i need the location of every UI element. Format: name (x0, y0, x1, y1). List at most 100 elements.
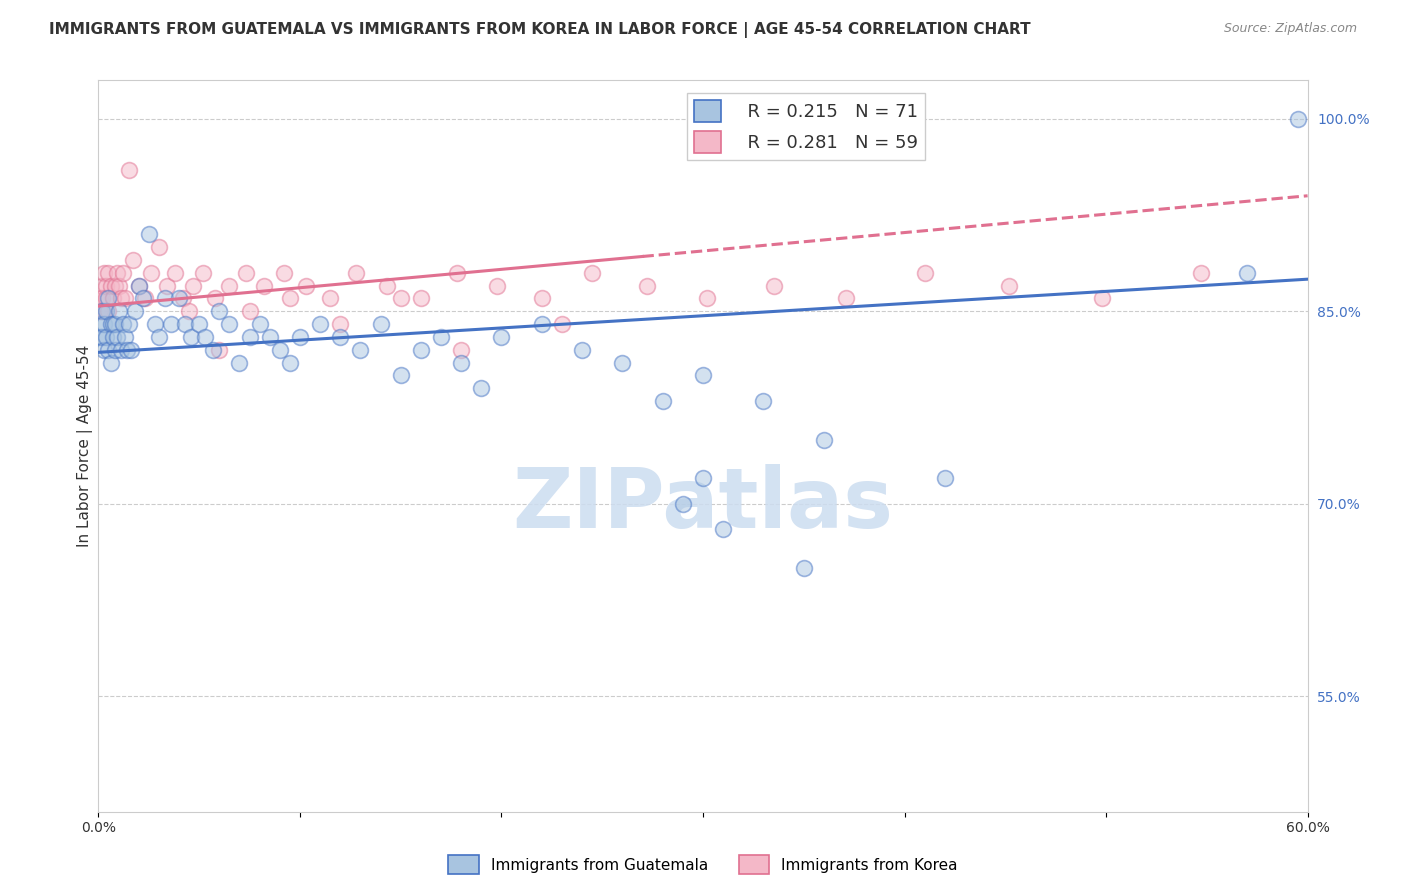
Point (711, 523, 734, 537)
Point (91, 278, 114, 293)
Point (551, 317, 574, 331)
Point (692, 368, 714, 383)
Point (752, 394, 775, 409)
Point (389, 292, 412, 306)
Point (167, 292, 190, 306)
Point (139, 266, 162, 280)
Point (278, 292, 301, 306)
Point (128, 278, 150, 293)
Point (319, 292, 342, 306)
Point (253, 278, 276, 293)
Point (409, 343, 432, 357)
Point (530, 292, 553, 306)
Point (218, 278, 240, 293)
Point (470, 381, 492, 395)
Point (96, 304, 118, 318)
Point (110, 343, 132, 357)
Point (124, 304, 146, 318)
Point (491, 330, 513, 344)
Point (114, 330, 136, 344)
Point (114, 292, 136, 306)
Point (813, 433, 835, 447)
Point (101, 292, 124, 306)
Point (239, 304, 262, 318)
Point (1091, 292, 1114, 306)
Point (128, 278, 150, 293)
Point (97, 292, 120, 306)
Point (636, 278, 658, 293)
Text: IMMIGRANTS FROM GUATEMALA VS IMMIGRANTS FROM KOREA IN LABOR FORCE | AGE 45-54 CO: IMMIGRANTS FROM GUATEMALA VS IMMIGRANTS … (49, 22, 1031, 38)
Point (934, 471, 956, 485)
Point (188, 317, 211, 331)
Point (571, 343, 593, 357)
Point (100, 317, 122, 331)
Point (96, 292, 118, 306)
Point (107, 304, 129, 318)
Point (375, 278, 398, 293)
Point (998, 278, 1021, 293)
Point (193, 266, 215, 280)
Point (121, 252, 143, 267)
Legend: Immigrants from Guatemala, Immigrants from Korea: Immigrants from Guatemala, Immigrants fr… (441, 849, 965, 880)
Point (174, 317, 197, 331)
Point (581, 266, 603, 280)
Text: Source: ZipAtlas.com: Source: ZipAtlas.com (1223, 22, 1357, 36)
Point (138, 227, 160, 242)
Point (134, 292, 156, 306)
Point (181, 278, 204, 293)
Point (148, 240, 170, 254)
Point (93, 317, 115, 331)
Point (249, 317, 271, 331)
Point (370, 317, 392, 331)
Point (97, 266, 120, 280)
Point (835, 292, 858, 306)
Point (344, 266, 367, 280)
Point (914, 266, 936, 280)
Point (409, 292, 432, 306)
Point (100, 278, 122, 293)
Point (103, 278, 125, 293)
Point (143, 317, 166, 331)
Point (100, 355, 122, 369)
Point (111, 317, 134, 331)
Point (259, 330, 281, 344)
Point (389, 368, 412, 383)
Legend:   R = 0.215   N = 71,   R = 0.281   N = 59: R = 0.215 N = 71, R = 0.281 N = 59 (686, 93, 925, 161)
Point (93, 343, 115, 357)
Point (107, 278, 129, 293)
Point (194, 330, 217, 344)
Point (160, 317, 183, 331)
Point (450, 343, 472, 357)
Point (329, 330, 352, 344)
Point (486, 278, 509, 293)
Point (89, 304, 111, 318)
Point (1286, 112, 1309, 126)
Point (218, 317, 240, 331)
Point (105, 330, 128, 344)
Point (93, 266, 115, 280)
Point (672, 497, 695, 511)
Point (179, 304, 201, 318)
Point (118, 163, 141, 178)
Point (651, 394, 673, 409)
Point (450, 355, 472, 369)
Point (111, 266, 134, 280)
Point (91, 304, 114, 318)
Point (1236, 266, 1258, 280)
Point (148, 330, 170, 344)
Point (309, 317, 332, 331)
Point (208, 304, 231, 318)
Point (288, 330, 311, 344)
Text: ZIPatlas: ZIPatlas (513, 464, 893, 545)
Point (295, 278, 318, 293)
Point (97, 304, 120, 318)
Point (349, 343, 371, 357)
Point (430, 330, 453, 344)
Point (91, 330, 114, 344)
Point (153, 292, 176, 306)
Point (91, 292, 114, 306)
Point (1189, 266, 1212, 280)
Point (118, 317, 141, 331)
Point (239, 330, 262, 344)
Point (692, 471, 714, 485)
